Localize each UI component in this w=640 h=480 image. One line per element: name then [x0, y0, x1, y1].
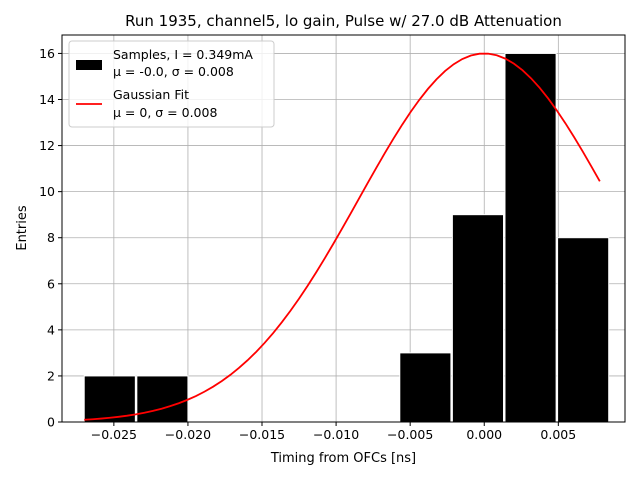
legend-label-fit-line1: Gaussian Fit [113, 87, 189, 102]
x-axis-ticks: −0.025 −0.020 −0.015 −0.010 −0.005 0.000 0.005 [91, 422, 576, 442]
histogram-bar [504, 52, 557, 423]
histogram-bar [451, 214, 505, 423]
y-tick-label: 8 [47, 230, 55, 245]
y-tick-label: 16 [39, 46, 55, 61]
x-axis-label: Timing from OFCs [ns] [270, 451, 416, 466]
legend-swatch-samples [76, 60, 102, 70]
y-axis-ticks: 0 2 4 6 8 10 12 14 16 [39, 46, 62, 430]
y-tick-label: 2 [47, 368, 55, 383]
legend-label-samples-line2: μ = -0.0, σ = 0.008 [113, 64, 234, 79]
x-tick-label: −0.015 [239, 427, 285, 442]
y-tick-label: 0 [47, 415, 55, 430]
x-tick-label: −0.010 [313, 427, 359, 442]
histogram-bar [399, 352, 452, 423]
y-tick-label: 14 [39, 92, 55, 107]
y-axis-label: Entries [15, 205, 30, 251]
y-tick-label: 12 [39, 138, 55, 153]
y-tick-label: 4 [47, 322, 55, 337]
x-tick-label: −0.020 [165, 427, 211, 442]
y-tick-label: 10 [39, 184, 55, 199]
y-tick-label: 6 [47, 276, 55, 291]
fit-curve-layer [84, 52, 601, 421]
x-tick-label: −0.005 [387, 427, 433, 442]
chart-title: Run 1935, channel5, lo gain, Pulse w/ 27… [125, 12, 562, 30]
histogram-bars [83, 52, 610, 423]
legend-box [68, 40, 275, 128]
histogram-bar [83, 375, 136, 423]
histogram-bar [136, 375, 189, 423]
legend: Samples, I = 0.349mA μ = -0.0, σ = 0.008… [68, 40, 275, 128]
legend-label-samples-line1: Samples, I = 0.349mA [113, 47, 253, 62]
histogram-bar [557, 237, 610, 423]
x-tick-label: 0.005 [540, 427, 576, 442]
legend-label-fit-line2: μ = 0, σ = 0.008 [113, 105, 217, 120]
plot-frame [61, 34, 626, 423]
gaussian-fit-curve [84, 52, 601, 421]
x-tick-label: −0.025 [91, 427, 137, 442]
x-tick-label: 0.000 [466, 427, 502, 442]
